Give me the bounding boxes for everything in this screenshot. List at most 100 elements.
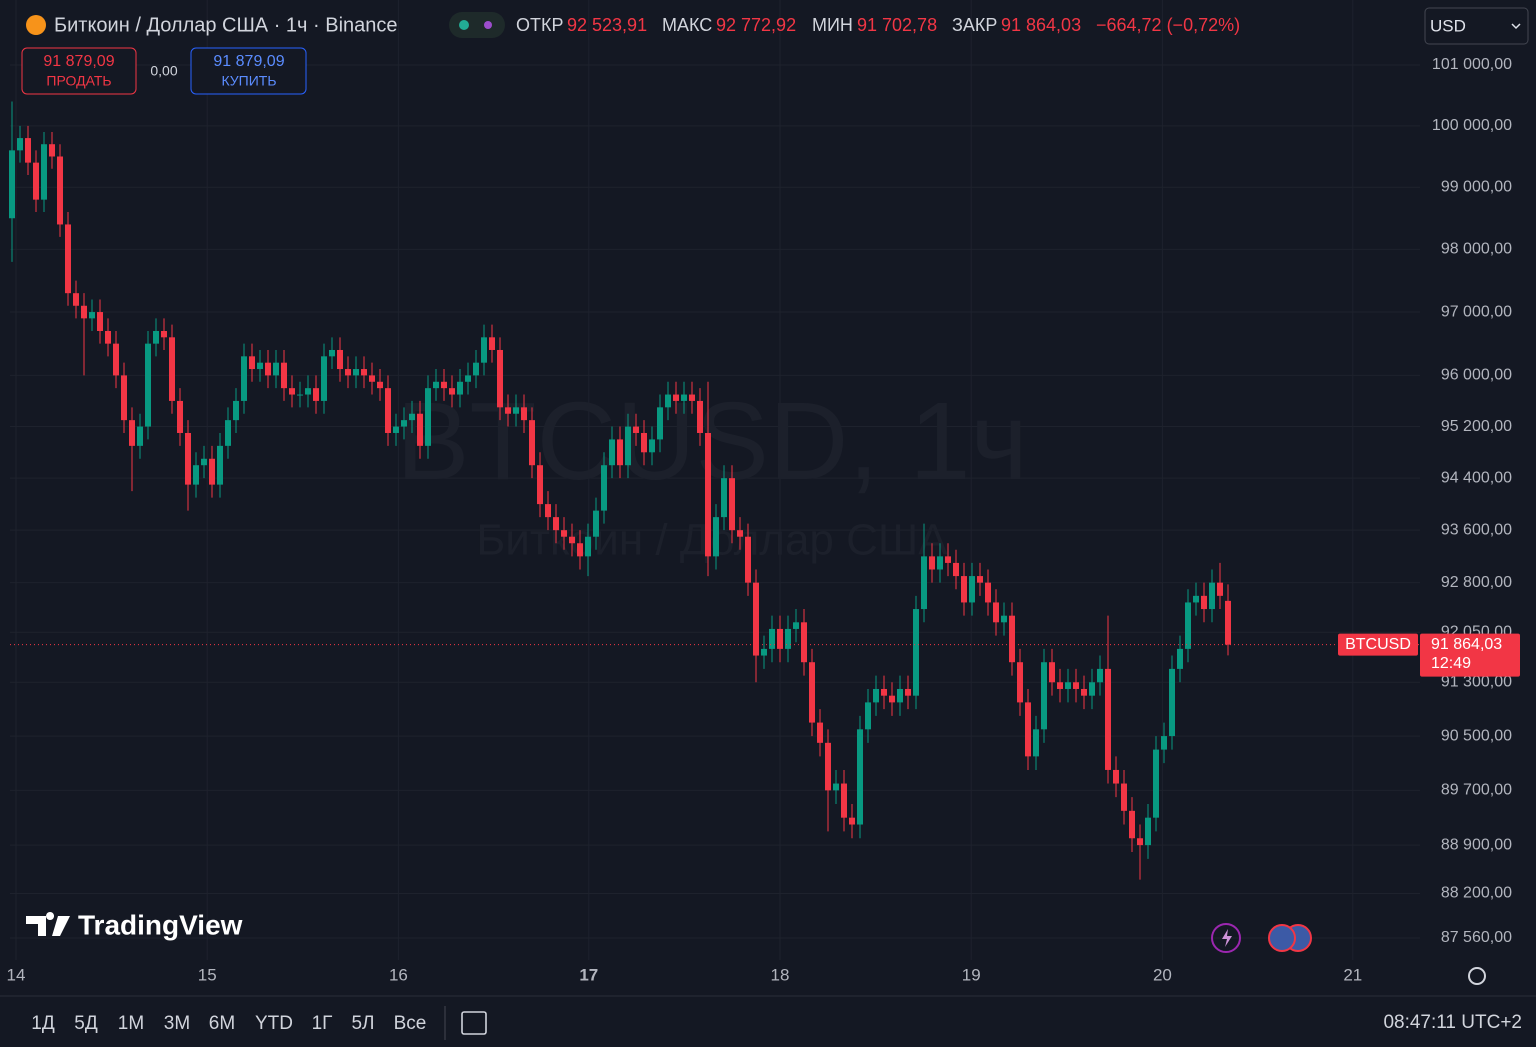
y-tick-label: 87 560,00 — [1441, 929, 1512, 946]
coin-icon — [26, 15, 46, 35]
flag-icon[interactable] — [1268, 924, 1296, 952]
candle-body — [241, 356, 247, 401]
candle-body — [881, 688, 887, 696]
footer: 1Д 5Д 1М 3М 6М YTD 1Г 5Л Все — [31, 1013, 426, 1034]
range-button[interactable]: 1Д — [31, 1013, 55, 1034]
status-pill[interactable] — [449, 12, 505, 38]
y-tick-label: 94 400,00 — [1441, 469, 1512, 486]
candle-body — [1089, 682, 1095, 696]
change: −664,72 (−0,72%) — [1096, 15, 1240, 35]
candle-body — [1017, 662, 1023, 703]
candle-body — [913, 609, 919, 696]
range-button[interactable]: 1М — [118, 1013, 144, 1034]
range-button[interactable]: YTD — [255, 1013, 293, 1034]
candle-body — [617, 439, 623, 466]
candle-body — [1073, 682, 1079, 689]
candle-body — [497, 349, 503, 408]
candle-body — [385, 388, 391, 433]
y-tick-label: 98 000,00 — [1441, 241, 1512, 258]
candle-body — [897, 688, 903, 703]
y-tick-label: 96 000,00 — [1441, 367, 1512, 384]
candle-body — [737, 530, 743, 537]
candle-body — [321, 356, 327, 401]
candle-body — [505, 407, 511, 414]
candle-body — [833, 783, 839, 791]
candle-body — [681, 394, 687, 401]
symbol-title[interactable]: Биткоин / Доллар США · 1ч · Binance — [54, 14, 398, 36]
status-icon — [484, 21, 492, 29]
range-button[interactable]: 6М — [209, 1013, 235, 1034]
candle-body — [921, 556, 927, 610]
candle-body — [449, 388, 455, 395]
candle-body — [465, 375, 471, 382]
ohlc-label: ОТКР — [516, 15, 564, 35]
candle-body — [801, 622, 807, 663]
candle-body — [297, 394, 303, 396]
price-tag — [1420, 633, 1520, 677]
candle-body — [345, 369, 351, 376]
candle-body — [433, 381, 439, 389]
grid — [10, 0, 1420, 960]
candle-body — [569, 536, 575, 544]
calendar-icon[interactable] — [461, 1011, 487, 1035]
settings-icon[interactable] — [1468, 967, 1486, 985]
currency-dropdown[interactable] — [1424, 7, 1529, 45]
candle-body — [1105, 668, 1111, 770]
candle-body — [105, 330, 111, 344]
candle-body — [537, 465, 543, 505]
candle-body — [161, 330, 167, 338]
logo-mark — [26, 912, 70, 936]
sell-button[interactable] — [21, 47, 137, 95]
candle-body — [1057, 682, 1063, 689]
candle-body — [353, 369, 359, 376]
candle-body — [9, 150, 15, 219]
logo-text: TradingView — [78, 909, 243, 940]
candle-body — [89, 312, 95, 319]
candle-body — [529, 420, 535, 466]
candle-body — [1129, 810, 1135, 839]
candle-body — [817, 722, 823, 743]
buy-label: КУПИТЬ — [221, 73, 276, 89]
candle-body — [873, 688, 879, 703]
candle-body — [137, 426, 143, 446]
candle-body — [577, 543, 583, 557]
range-button[interactable]: Все — [394, 1013, 427, 1034]
candle-body — [1137, 838, 1143, 846]
candle-body — [473, 362, 479, 376]
range-button[interactable]: 3М — [164, 1013, 190, 1034]
currency: USD — [1430, 16, 1466, 35]
ohlc-value: 91 702,78 — [857, 15, 937, 35]
y-tick-label: 88 900,00 — [1441, 836, 1512, 853]
event-icon[interactable] — [1211, 923, 1241, 953]
candle-body — [889, 695, 895, 703]
candle-body — [153, 330, 159, 344]
x-tick-label: 18 — [771, 965, 790, 984]
candle-body — [1065, 682, 1071, 689]
range-button[interactable]: 5Д — [74, 1013, 98, 1034]
ohlc-label: ЗАКР — [952, 15, 997, 35]
candle-body — [41, 144, 47, 200]
candle-body — [17, 138, 23, 151]
candle-body — [457, 381, 463, 395]
candle-body — [329, 349, 335, 357]
candle-body — [1001, 615, 1007, 623]
candle-body — [369, 375, 375, 382]
ohlc-legend: ОТКР 92 523,91 МАКС 92 772,92 МИН 91 702,78 ЗА… — [516, 15, 1081, 35]
spread: 0,00 — [150, 63, 177, 79]
candle-body — [945, 556, 951, 563]
range-button[interactable]: 1Г — [312, 1013, 333, 1034]
candle-body — [1097, 668, 1103, 683]
buy-button[interactable] — [190, 47, 307, 95]
candle-body — [609, 439, 615, 466]
range-button[interactable]: 5Л — [351, 1013, 374, 1034]
candle-body — [521, 407, 527, 421]
candle-body — [305, 388, 311, 395]
candle-body — [697, 400, 703, 433]
y-tick-label: 101 000,00 — [1432, 56, 1512, 73]
candle-body — [57, 156, 63, 225]
candle-body — [401, 420, 407, 427]
watermark: BTCUSD, 1ч — [396, 380, 1028, 503]
candle-body — [97, 312, 103, 331]
candle-body — [281, 362, 287, 389]
